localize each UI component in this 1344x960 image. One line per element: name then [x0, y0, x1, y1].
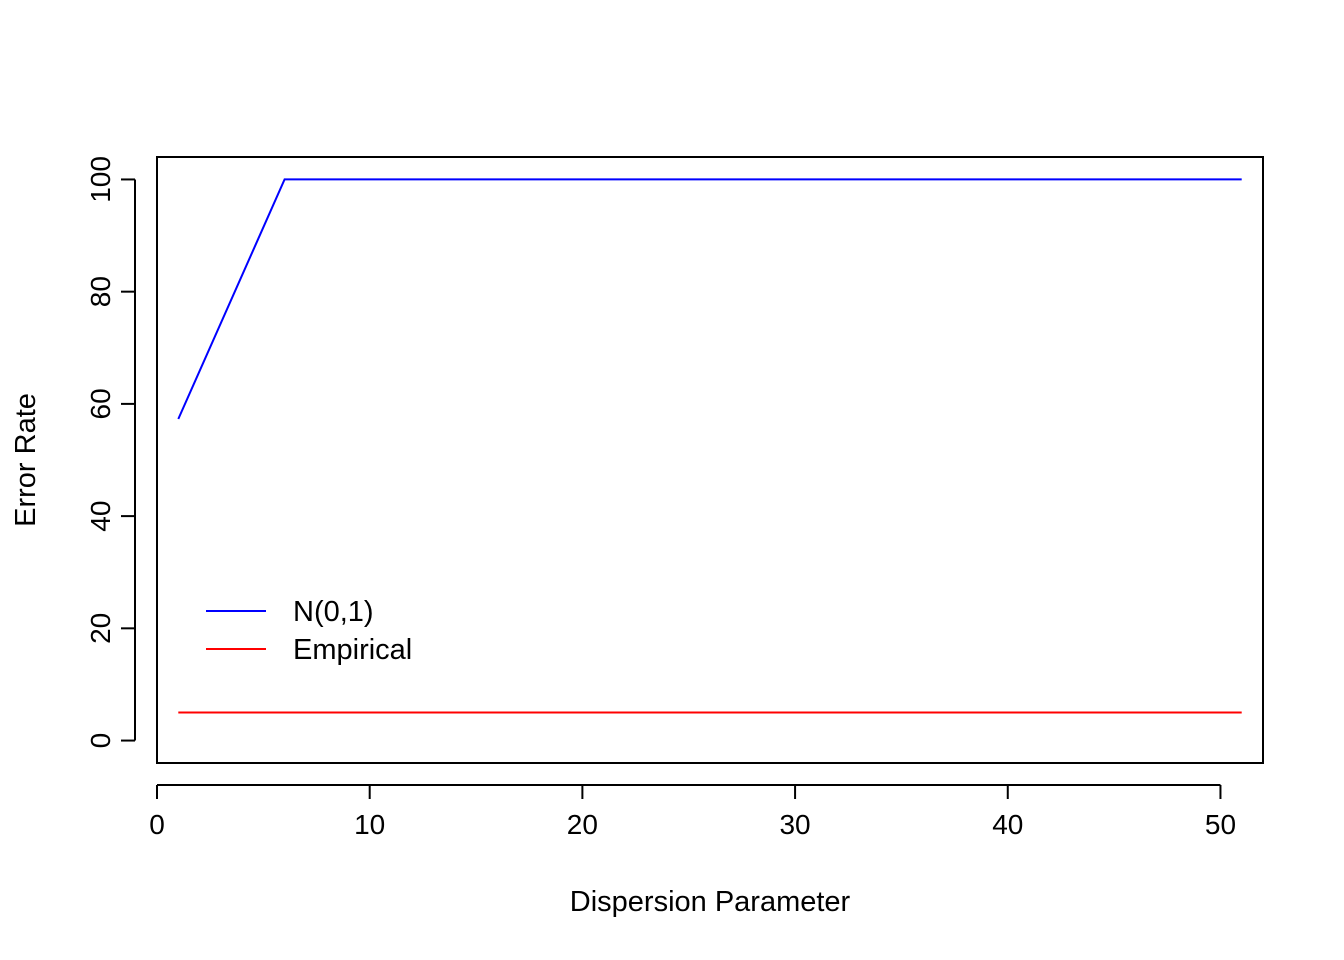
y-tick-label: 80 [85, 276, 116, 307]
y-tick-label: 40 [85, 501, 116, 532]
x-tick-label: 30 [779, 809, 810, 840]
y-tick-label: 100 [85, 156, 116, 203]
legend-label: Empirical [293, 634, 412, 666]
legend: N(0,1) Empirical [206, 596, 412, 666]
plot-frame [156, 156, 1264, 764]
y-tick-label: 60 [85, 388, 116, 419]
y-tick-label: 20 [85, 613, 116, 644]
x-axis-title: Dispersion Parameter [570, 886, 851, 918]
y-axis: 0 20 40 60 80 100 [85, 156, 136, 749]
y-tick-label: 0 [85, 733, 116, 749]
series-layer [177, 178, 1242, 714]
x-tick-label: 50 [1205, 809, 1236, 840]
x-tick-label: 40 [992, 809, 1023, 840]
x-tick-label: 0 [149, 809, 165, 840]
series-line [177, 178, 1242, 420]
x-axis: 0 10 20 30 40 50 [149, 784, 1236, 840]
legend-label: N(0,1) [293, 596, 374, 628]
x-tick-label: 20 [567, 809, 598, 840]
x-tick-label: 10 [354, 809, 385, 840]
y-axis-title: Error Rate [10, 393, 42, 527]
